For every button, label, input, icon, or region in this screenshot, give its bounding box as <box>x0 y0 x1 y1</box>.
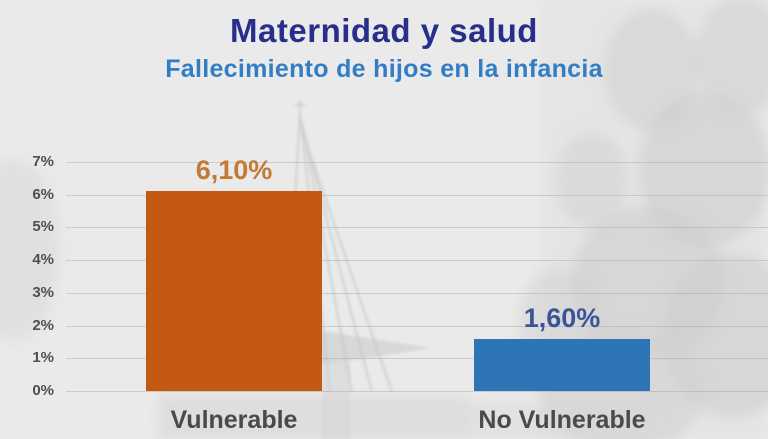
gridline-0 <box>66 391 768 392</box>
chart-subtitle: Fallecimiento de hijos en la infancia <box>165 55 603 83</box>
y-tick-label-3: 3% <box>32 283 54 301</box>
gridline-5 <box>66 227 768 229</box>
y-tick-label-2: 2% <box>32 316 54 334</box>
left-smudge <box>0 158 60 342</box>
bar-vulnerable <box>146 191 322 391</box>
gridline-1 <box>66 358 768 360</box>
gridline-6 <box>66 194 768 196</box>
chart-title: Maternidad y salud <box>230 12 538 49</box>
gridline-4 <box>66 260 768 262</box>
y-tick-label-6: 6% <box>32 185 54 203</box>
y-tick-label-5: 5% <box>32 218 54 236</box>
value-label-no-vulnerable: 1,60% <box>523 302 601 333</box>
gridline-2 <box>66 325 768 327</box>
y-tick-label-4: 4% <box>32 251 54 269</box>
category-label-no-vulnerable: No Vulnerable <box>478 406 646 434</box>
gridline-3 <box>66 292 768 294</box>
y-tick-label-7: 7% <box>32 153 54 170</box>
y-tick-label-1: 1% <box>32 349 54 367</box>
building-silhouette <box>158 396 655 439</box>
value-label-vulnerable: 6,10% <box>195 155 273 186</box>
y-tick-label-0: 0% <box>32 382 54 399</box>
gridline-7 <box>66 162 768 163</box>
chart-header: Maternidad y salud Fallecimiento de hijo… <box>0 0 768 84</box>
bar-no-vulnerable <box>474 338 650 391</box>
category-label-vulnerable: Vulnerable <box>170 406 298 434</box>
